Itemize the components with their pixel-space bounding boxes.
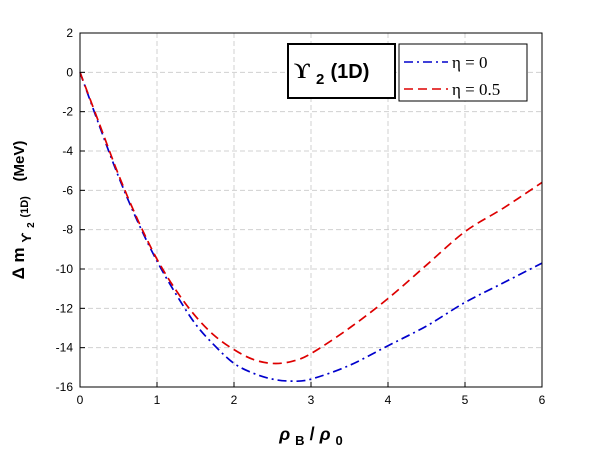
y-tick-label: 2 (66, 26, 73, 40)
x-tick-label: 3 (308, 393, 315, 407)
y-tick-label: -4 (62, 144, 73, 158)
y-label-upsilon: ϒ (19, 233, 34, 243)
y-tick-label: -10 (56, 262, 74, 276)
svg-text:Δ m ϒ 2: Δ m ϒ 2 (1D) (MeV) (9, 141, 38, 280)
y-label-m: m (9, 247, 28, 262)
x-tick-label: 4 (385, 393, 392, 407)
state-annotation: ϒ 2 (1D) (287, 43, 396, 99)
axis-ticks: 0 1 2 3 4 5 6 2 0 -2 -4 -6 -8 -10 -12 -14 -16 (56, 26, 546, 407)
x-label-sub-0: 0 (336, 433, 343, 448)
x-tick-label: 0 (77, 393, 84, 407)
y-tick-label: -14 (56, 341, 74, 355)
annotation-box (287, 43, 396, 99)
y-tick-label: -6 (62, 183, 73, 197)
x-tick-label: 6 (539, 393, 546, 407)
legend-label-eta0: η = 0 (452, 53, 487, 72)
svg-text:ϒ 2 (1D): ϒ 2 (1D) (294, 58, 369, 89)
x-label-rho: ρ (278, 424, 290, 444)
series-line-eta05 (79, 72, 543, 365)
x-label-slash: / (310, 424, 315, 444)
y-label-sub1d: (1D) (19, 196, 31, 218)
y-tick-label: -16 (56, 380, 74, 394)
series-lines (79, 72, 543, 383)
y-label-delta: Δ (9, 267, 28, 279)
legend: η = 0 η = 0.5 (398, 43, 528, 102)
annotation-sub: 2 (316, 71, 324, 88)
legend-label-eta05: η = 0.5 (452, 80, 500, 99)
x-label-rho0: ρ (319, 424, 331, 444)
x-tick-label: 1 (154, 393, 161, 407)
y-label-sub2: 2 (26, 222, 37, 228)
x-axis-label: ρ B / ρ 0 (278, 424, 343, 449)
y-axis-label: Δ m ϒ 2 (1D) (MeV) (9, 141, 38, 280)
legend-box (398, 43, 528, 102)
annotation-state: (1D) (330, 61, 369, 83)
y-label-unit: (MeV) (11, 141, 28, 182)
y-tick-label: -8 (62, 223, 73, 237)
annotation-upsilon: ϒ (294, 58, 310, 83)
x-label-sub-b: B (295, 433, 304, 448)
y-tick-label: 0 (66, 65, 73, 79)
x-tick-label: 5 (462, 393, 469, 407)
y-tick-label: -2 (62, 105, 73, 119)
y-tick-label: -12 (56, 301, 74, 315)
x-tick-label: 2 (231, 393, 238, 407)
